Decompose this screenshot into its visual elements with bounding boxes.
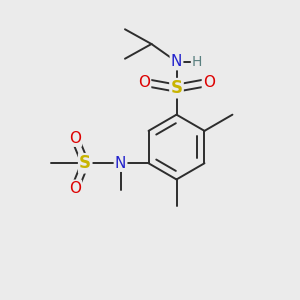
- Text: S: S: [79, 154, 91, 172]
- Text: O: O: [69, 131, 81, 146]
- Text: S: S: [170, 79, 182, 97]
- Text: N: N: [115, 156, 126, 171]
- Text: H: H: [192, 55, 202, 69]
- Text: O: O: [69, 181, 81, 196]
- Text: O: O: [203, 75, 215, 90]
- Text: N: N: [171, 54, 182, 69]
- Text: O: O: [138, 75, 150, 90]
